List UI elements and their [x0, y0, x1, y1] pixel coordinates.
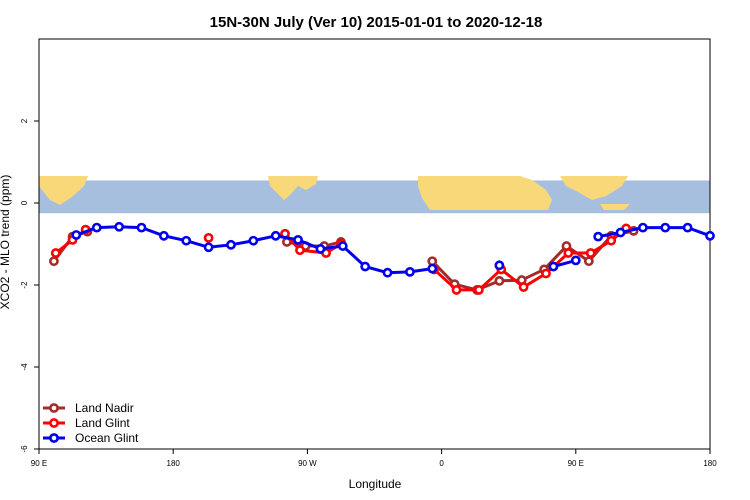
data-point: [541, 268, 551, 279]
series-land-glint: [50, 223, 632, 295]
data-point: [382, 267, 393, 278]
series-layer: [49, 221, 715, 295]
legend-swatch-marker: [49, 418, 59, 428]
data-point: [50, 248, 61, 258]
data-point: [91, 222, 102, 233]
series-line: [433, 227, 628, 292]
data-point: [593, 231, 604, 242]
data-point: [585, 248, 596, 258]
map-land-2: [418, 176, 552, 210]
data-point: [315, 244, 326, 254]
data-point: [660, 222, 671, 233]
legend-item: Land Nadir: [43, 401, 134, 415]
data-point: [682, 222, 693, 233]
data-point: [405, 266, 415, 277]
map-land-0: [39, 176, 88, 205]
data-point: [451, 285, 462, 295]
chart-title: 15N-30N July (Ver 10) 2015-01-01 to 2020…: [210, 14, 543, 31]
y-tick-label: -6: [20, 445, 29, 453]
x-axis: 90 E 180 90 W 0 90 E 180: [31, 449, 717, 468]
y-tick-label: -4: [20, 363, 29, 371]
data-point: [427, 263, 438, 274]
data-point: [494, 275, 505, 286]
data-point: [518, 282, 529, 292]
y-tick-label: 2: [20, 118, 29, 123]
data-point: [136, 222, 147, 233]
data-point: [203, 232, 214, 243]
data-point: [494, 260, 505, 271]
data-point: [337, 241, 348, 251]
x-tick-label: 180: [167, 459, 181, 468]
data-point: [606, 235, 617, 246]
data-point: [638, 222, 648, 233]
legend-swatch-marker: [49, 403, 59, 413]
data-point: [293, 234, 303, 245]
data-point: [705, 230, 715, 241]
y-axis-label: XCO2 - MLO trend (ppm): [0, 175, 12, 310]
data-point: [473, 285, 484, 295]
data-point: [203, 242, 214, 253]
series-line: [75, 225, 433, 275]
data-point: [181, 235, 192, 246]
legend-label: Land Glint: [75, 416, 130, 430]
x-tick-label: 0: [439, 459, 444, 468]
y-axis: -6 -4 -2 0 2: [20, 118, 39, 453]
legend-swatch-marker: [49, 433, 59, 443]
data-point: [49, 256, 59, 267]
legend-item: Land Glint: [43, 416, 130, 430]
world-map-strip: [39, 176, 710, 214]
data-point: [548, 261, 559, 272]
data-point: [226, 239, 236, 250]
x-tick-label: 90 E: [568, 459, 584, 468]
legend-label: Ocean Glint: [75, 431, 139, 445]
legend-label: Land Nadir: [75, 401, 134, 415]
plot-frame: [38, 38, 711, 450]
y-tick-label: 0: [20, 200, 29, 205]
data-point: [563, 248, 574, 258]
data-point: [615, 227, 626, 238]
data-point: [570, 255, 581, 266]
y-tick-label: -2: [20, 281, 29, 289]
data-point: [158, 230, 169, 241]
data-point: [360, 261, 371, 272]
map-land-4: [600, 204, 630, 210]
x-tick-label: 180: [703, 459, 717, 468]
data-point: [114, 221, 125, 232]
map-land-1: [268, 176, 318, 200]
x-axis-label: Longitude: [349, 477, 402, 491]
x-tick-label: 90 W: [298, 459, 317, 468]
series-ocean-glint: [71, 221, 715, 278]
x-tick-label: 90 E: [31, 459, 47, 468]
legend-item: Ocean Glint: [43, 431, 139, 445]
data-point: [270, 230, 281, 241]
series-land-nadir: [49, 225, 639, 295]
data-point: [71, 230, 82, 240]
data-point: [295, 245, 305, 256]
map-land-3: [560, 176, 628, 200]
data-point: [583, 256, 594, 267]
data-point: [248, 235, 259, 246]
